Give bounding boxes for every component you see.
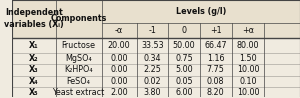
Text: X₁: X₁ bbox=[29, 41, 39, 50]
Bar bbox=[12, 0, 300, 23]
Text: -α: -α bbox=[115, 26, 123, 35]
Text: 10.00: 10.00 bbox=[237, 65, 259, 74]
Text: 5.00: 5.00 bbox=[175, 65, 193, 74]
Text: 0.05: 0.05 bbox=[175, 77, 193, 86]
Text: 20.00: 20.00 bbox=[108, 41, 130, 50]
Text: +α: +α bbox=[242, 26, 254, 35]
Bar bbox=[12, 23, 300, 38]
Text: 0.00: 0.00 bbox=[110, 54, 128, 63]
Text: X₅: X₅ bbox=[29, 88, 39, 97]
Text: 0.00: 0.00 bbox=[110, 65, 128, 74]
Text: 50.00: 50.00 bbox=[173, 41, 195, 50]
Text: MgSO₄: MgSO₄ bbox=[65, 54, 92, 63]
Text: 2.00: 2.00 bbox=[110, 88, 128, 97]
Text: Levels (g/l): Levels (g/l) bbox=[176, 7, 226, 16]
Text: 33.53: 33.53 bbox=[141, 41, 164, 50]
Text: 3.80: 3.80 bbox=[144, 88, 161, 97]
Text: 2.25: 2.25 bbox=[143, 65, 161, 74]
Text: Fructose: Fructose bbox=[61, 41, 96, 50]
Text: X₄: X₄ bbox=[29, 77, 39, 86]
Text: 80.00: 80.00 bbox=[237, 41, 259, 50]
Text: FeSO₄: FeSO₄ bbox=[67, 77, 91, 86]
Text: X₃: X₃ bbox=[29, 65, 39, 74]
Text: -1: -1 bbox=[148, 26, 156, 35]
Text: 66.47: 66.47 bbox=[204, 41, 227, 50]
Text: 8.20: 8.20 bbox=[207, 88, 224, 97]
Text: 0.75: 0.75 bbox=[175, 54, 193, 63]
Text: 10.00: 10.00 bbox=[237, 88, 259, 97]
Text: K₂HPO₄: K₂HPO₄ bbox=[64, 65, 93, 74]
Text: 1.16: 1.16 bbox=[207, 54, 224, 63]
Text: 7.75: 7.75 bbox=[207, 65, 224, 74]
Text: 0.02: 0.02 bbox=[144, 77, 161, 86]
Text: 6.00: 6.00 bbox=[175, 88, 193, 97]
Text: 0.10: 0.10 bbox=[239, 77, 257, 86]
Text: +1: +1 bbox=[210, 26, 221, 35]
Text: Independent
variables (Xᵢ): Independent variables (Xᵢ) bbox=[4, 8, 64, 29]
Text: 0: 0 bbox=[182, 26, 187, 35]
Text: 1.50: 1.50 bbox=[239, 54, 257, 63]
Text: 0.08: 0.08 bbox=[207, 77, 224, 86]
Text: 0.34: 0.34 bbox=[144, 54, 161, 63]
Text: Components: Components bbox=[50, 14, 107, 23]
Text: X₂: X₂ bbox=[29, 54, 39, 63]
Text: Yeast extract: Yeast extract bbox=[52, 88, 105, 97]
Text: 0.00: 0.00 bbox=[110, 77, 128, 86]
